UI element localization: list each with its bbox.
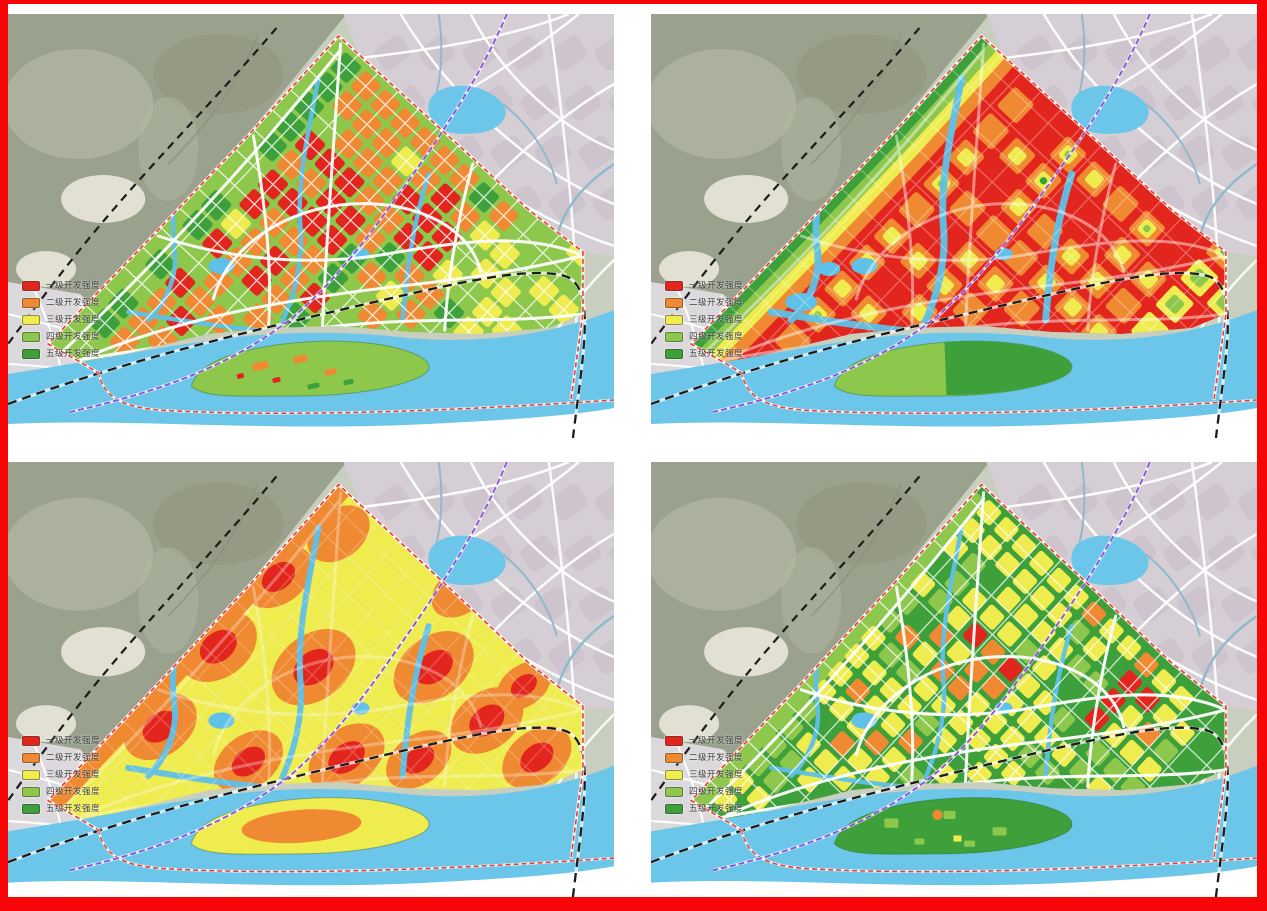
legend-label: 五级开发强度 (46, 348, 101, 359)
legend-label: 二级开发强度 (46, 752, 101, 763)
legend-label: 四级开发强度 (46, 331, 101, 342)
legend-item-level1: 一级开发强度 (22, 280, 101, 292)
legend-swatch-level2 (22, 753, 40, 764)
legend-label: 五级开发强度 (46, 803, 101, 814)
map-grid: 一级开发强度 二级开发强度 三级开发强度 四级开发强度 五级开发强度 一级开发强… (8, 14, 1257, 897)
map-sheet: 一级开发强度 二级开发强度 三级开发强度 四级开发强度 五级开发强度 一级开发强… (8, 4, 1257, 897)
legend-label: 五级开发强度 (689, 348, 744, 359)
legend-swatch-level1 (665, 736, 683, 747)
legend-item-level5: 五级开发强度 (665, 348, 744, 360)
legend-label: 三级开发强度 (689, 769, 744, 780)
legend-label: 三级开发强度 (46, 314, 101, 325)
legend-label: 五级开发强度 (689, 803, 744, 814)
legend-label: 三级开发强度 (689, 314, 744, 325)
legend-item-level4: 四级开发强度 (22, 786, 101, 798)
legend-item-level2: 二级开发强度 (665, 297, 744, 309)
legend-swatch-level3 (22, 770, 40, 781)
legend-swatch-level5 (22, 349, 40, 360)
legend-item-level1: 一级开发强度 (22, 735, 101, 747)
legend-item-level5: 五级开发强度 (22, 803, 101, 815)
legend-item-level5: 五级开发强度 (22, 348, 101, 360)
legend-swatch-level5 (665, 349, 683, 360)
legend-label: 三级开发强度 (46, 769, 101, 780)
legend-swatch-level5 (22, 804, 40, 815)
legend-label: 一级开发强度 (46, 280, 101, 291)
legend-swatch-level1 (665, 281, 683, 292)
map-legend: 一级开发强度 二级开发强度 三级开发强度 四级开发强度 五级开发强度 (665, 735, 744, 815)
legend-item-level4: 四级开发强度 (665, 786, 744, 798)
legend-swatch-level4 (22, 787, 40, 798)
legend-item-level2: 二级开发强度 (665, 752, 744, 764)
legend-item-level4: 四级开发强度 (22, 331, 101, 343)
intensity-map-2 (651, 14, 1257, 438)
legend-label: 一级开发强度 (689, 735, 744, 746)
map-legend: 一级开发强度 二级开发强度 三级开发强度 四级开发强度 五级开发强度 (665, 280, 744, 360)
legend-label: 四级开发强度 (689, 331, 744, 342)
legend-label: 四级开发强度 (46, 786, 101, 797)
intensity-map-3 (8, 462, 614, 897)
legend-swatch-level3 (22, 315, 40, 326)
legend-item-level4: 四级开发强度 (665, 331, 744, 343)
legend-swatch-level3 (665, 770, 683, 781)
legend-swatch-level1 (22, 736, 40, 747)
legend-item-level3: 三级开发强度 (22, 314, 101, 326)
legend-swatch-level4 (22, 332, 40, 343)
legend-label: 二级开发强度 (689, 297, 744, 308)
map-legend: 一级开发强度 二级开发强度 三级开发强度 四级开发强度 五级开发强度 (22, 735, 101, 815)
legend-item-level1: 一级开发强度 (665, 280, 744, 292)
map-panel-scheme-4: 一级开发强度 二级开发强度 三级开发强度 四级开发强度 五级开发强度 (651, 462, 1257, 897)
legend-item-level5: 五级开发强度 (665, 803, 744, 815)
legend-item-level2: 二级开发强度 (22, 752, 101, 764)
legend-item-level1: 一级开发强度 (665, 735, 744, 747)
legend-item-level2: 二级开发强度 (22, 297, 101, 309)
map-legend: 一级开发强度 二级开发强度 三级开发强度 四级开发强度 五级开发强度 (22, 280, 101, 360)
legend-item-level3: 三级开发强度 (22, 769, 101, 781)
legend-swatch-level2 (22, 298, 40, 309)
legend-swatch-level4 (665, 787, 683, 798)
legend-swatch-level2 (665, 298, 683, 309)
map-panel-scheme-1: 一级开发强度 二级开发强度 三级开发强度 四级开发强度 五级开发强度 (8, 14, 614, 438)
map-panel-scheme-3: 一级开发强度 二级开发强度 三级开发强度 四级开发强度 五级开发强度 (8, 462, 614, 897)
legend-swatch-level5 (665, 804, 683, 815)
legend-swatch-level1 (22, 281, 40, 292)
legend-item-level3: 三级开发强度 (665, 314, 744, 326)
map-panel-scheme-2: 一级开发强度 二级开发强度 三级开发强度 四级开发强度 五级开发强度 (651, 14, 1257, 438)
intensity-map-4 (651, 462, 1257, 897)
legend-swatch-level3 (665, 315, 683, 326)
legend-label: 一级开发强度 (689, 280, 744, 291)
legend-swatch-level2 (665, 753, 683, 764)
intensity-map-1 (8, 14, 614, 438)
legend-label: 四级开发强度 (689, 786, 744, 797)
legend-swatch-level4 (665, 332, 683, 343)
legend-item-level3: 三级开发强度 (665, 769, 744, 781)
legend-label: 二级开发强度 (46, 297, 101, 308)
legend-label: 二级开发强度 (689, 752, 744, 763)
legend-label: 一级开发强度 (46, 735, 101, 746)
